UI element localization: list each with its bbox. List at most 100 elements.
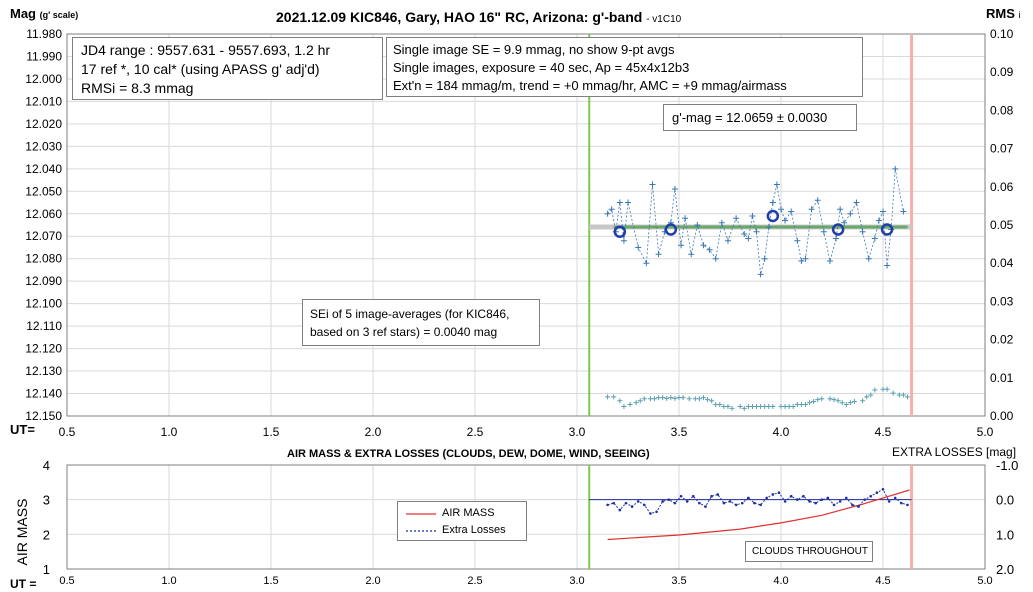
extra-losses-point [789, 494, 793, 498]
rms-point [802, 402, 808, 408]
top-y-tick-label: 12.000 [25, 72, 62, 86]
gmag-result-box: g'-mag = 12.0659 ± 0.0030 [663, 104, 857, 131]
rms-point [641, 396, 647, 402]
rms-point [904, 394, 910, 400]
rms-point [831, 397, 837, 403]
clouds-note-box: CLOUDS THROUGHOUT [745, 541, 873, 562]
top-y-tick-label: 12.120 [25, 342, 62, 356]
extra-losses-point [820, 498, 824, 501]
rms-point [864, 394, 870, 400]
extra-losses-point [704, 505, 707, 508]
bottom-x-tick-label: 5.0 [977, 575, 992, 587]
single-image-point [853, 199, 860, 206]
rms-point [807, 400, 813, 406]
top-y-tick-label: 12.130 [25, 364, 62, 378]
info-box-images: Single image SE = 9.9 mmag, no show 9-pt… [386, 37, 863, 97]
extra-losses-point [679, 494, 683, 498]
single-image-point [833, 235, 840, 242]
info-box-images-line1: Single image SE = 9.9 mmag, no show 9-pt… [393, 42, 675, 57]
single-image-point [826, 257, 833, 264]
rms-point [851, 398, 857, 404]
single-image-point [712, 255, 719, 262]
rms-point [725, 403, 731, 409]
rms-point [668, 395, 674, 401]
bottom-y-axis-label: AIR MASS [2, 494, 42, 574]
top-y-axis-label-sub: (g' scale) [39, 10, 79, 20]
top-y-tick-label: 12.010 [25, 94, 62, 108]
extra-losses-point [636, 500, 640, 503]
image-average-point [831, 223, 845, 236]
rms-point [700, 395, 706, 401]
single-image-point [820, 228, 827, 235]
rms-point [660, 395, 666, 401]
single-image-point [682, 215, 689, 222]
top-x-tick-label: 0.5 [59, 425, 76, 439]
top-y-tick-label: 12.060 [25, 207, 62, 221]
extra-losses-point [851, 503, 854, 507]
bottom-legend: AIR MASS Extra Losses [397, 501, 527, 541]
extra-losses-point [698, 501, 701, 505]
top-y-tick-label: 12.140 [25, 387, 62, 401]
top-y-tick-label: 11.980 [26, 27, 62, 41]
extra-losses-point [844, 496, 848, 500]
single-image-point [604, 210, 611, 217]
top-x-tick-label: 3.5 [671, 425, 688, 439]
top-x-tick-label: 3.0 [569, 425, 586, 439]
extra-losses-point [691, 494, 695, 498]
top-plot-frame [66, 33, 986, 417]
bottom-y2-tick-label: 1.0 [996, 527, 1014, 542]
single-image-point [733, 215, 740, 222]
rms-point [884, 386, 890, 392]
info-box-images-line2: Single images, exposure = 40 sec, Ap = 4… [393, 60, 690, 75]
top-y2-axis-label-main: RMS [986, 6, 1015, 21]
top-y-tick-label: 12.030 [25, 139, 62, 153]
bottom-x-tick-label: 4.5 [875, 575, 890, 587]
rms-point [811, 398, 817, 404]
top-y2-axis-label: RMS i [986, 6, 1021, 21]
top-chart-version: - v1C10 [646, 14, 682, 25]
top-x-axis-label: UT= [10, 422, 35, 437]
extra-losses-point [685, 500, 689, 503]
image-average-point [880, 223, 894, 236]
extra-losses-point [869, 494, 873, 498]
extra-losses-point [893, 496, 897, 500]
rms-point [835, 398, 841, 404]
extra-losses-point [618, 508, 622, 512]
extra-losses-point [906, 503, 909, 507]
top-x-tick-label: 1.5 [263, 425, 280, 439]
bottom-y-tick-label: 4 [43, 458, 50, 473]
single-image-point [724, 237, 731, 244]
extra-losses-point [759, 503, 762, 507]
bottom-y-tick-label: 1 [43, 562, 50, 577]
bottom-x-tick-label: 2.0 [365, 575, 380, 587]
single-image-point [753, 228, 760, 235]
top-y2-tick-label: 0.07 [990, 142, 1014, 156]
info-box-session-line2: 17 ref *, 10 cal* (using APASS g' adj'd) [81, 61, 320, 77]
extra-losses-point [765, 496, 769, 500]
clouds-note-text: CLOUDS THROUGHOUT [752, 546, 868, 557]
extra-losses-point [722, 501, 726, 505]
rms-point [627, 402, 633, 408]
top-y-tick-label: 12.090 [25, 274, 62, 288]
top-y2-tick-label: 0.04 [990, 256, 1014, 270]
single-image-point [892, 165, 899, 172]
rms-point [652, 396, 658, 402]
extra-losses-point [838, 500, 842, 503]
rms-point [819, 396, 825, 402]
single-image-point [757, 271, 764, 278]
top-x-tick-label: 2.0 [365, 425, 382, 439]
extra-losses-point [796, 498, 799, 501]
extra-losses-point [808, 500, 811, 503]
extra-losses-point [875, 491, 879, 495]
air-mass-line [607, 489, 910, 541]
extra-losses-point [649, 512, 652, 515]
extra-losses-point [728, 500, 732, 503]
axis-tick-labels: 0.5 1.0 1.5 2.0 2.5 3.0 3.5 4.0 4.5 5.0 11.980 11.9… [25, 27, 1018, 587]
extra-losses-line [607, 488, 908, 515]
single-image-point [706, 246, 713, 253]
rms-point [705, 397, 711, 403]
top-x-tick-label: 4.5 [875, 425, 892, 439]
top-y2-tick-label: 0.06 [990, 180, 1014, 194]
single-image-point [798, 257, 805, 264]
extra-losses-point [661, 500, 664, 503]
